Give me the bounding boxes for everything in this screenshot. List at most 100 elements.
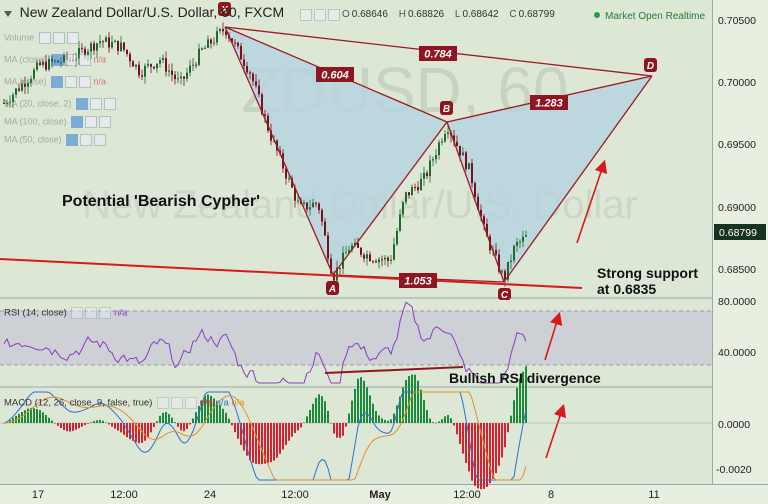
macd-histogram-bar bbox=[432, 422, 434, 423]
ohlc-readout: O 0.68646 H 0.68826 L 0.68642 C 0.68799 bbox=[342, 9, 555, 20]
indicator-ma-3[interactable]: MA (20, close, 2) bbox=[4, 98, 117, 110]
candle-body bbox=[15, 88, 17, 95]
candle-body bbox=[183, 76, 185, 79]
macd-histogram-bar bbox=[279, 423, 281, 454]
candle-body bbox=[153, 66, 155, 69]
indicator-ma-1[interactable]: MA (close) n/a bbox=[4, 54, 107, 66]
symbol-title[interactable]: New Zealand Dollar/U.S. Dollar, 60, FXCM bbox=[19, 4, 285, 20]
candle-body bbox=[204, 47, 206, 49]
candle-body bbox=[474, 183, 476, 197]
macd-histogram-bar bbox=[297, 423, 299, 431]
support-line[interactable] bbox=[0, 258, 583, 289]
macd-histogram-bar bbox=[231, 423, 233, 426]
macd-histogram-bar bbox=[201, 400, 203, 423]
macd-histogram-bar bbox=[195, 412, 197, 423]
close-icon bbox=[104, 98, 117, 110]
up-arrow-icon bbox=[545, 403, 567, 459]
eye-icon[interactable] bbox=[299, 8, 312, 21]
svg-text:May: May bbox=[369, 489, 391, 501]
indicator-ma-5[interactable]: MA (50, close) bbox=[4, 134, 107, 146]
macd-histogram-bar bbox=[105, 422, 107, 424]
collapse-arrow-icon[interactable] bbox=[4, 10, 12, 17]
candle-body bbox=[87, 51, 89, 56]
candle-body bbox=[63, 54, 65, 63]
candle-body bbox=[114, 40, 116, 43]
candle-body bbox=[312, 202, 314, 208]
candle-body bbox=[231, 38, 233, 43]
macd-histogram-bar bbox=[132, 423, 134, 441]
candle-body bbox=[24, 83, 26, 87]
close-icon bbox=[79, 54, 92, 66]
rsi-label[interactable]: RSI (14, close) n/a bbox=[4, 307, 128, 319]
candle-body bbox=[462, 152, 464, 156]
candle-body bbox=[225, 31, 227, 36]
candle-body bbox=[372, 261, 374, 263]
macd-histogram-bar bbox=[222, 408, 224, 423]
macd-histogram-bar bbox=[237, 423, 239, 439]
macd-histogram-bar bbox=[441, 419, 443, 423]
macd-histogram-bar bbox=[135, 423, 137, 443]
candle-body bbox=[84, 48, 86, 56]
macd-histogram-bar bbox=[15, 416, 17, 423]
eye-icon bbox=[51, 54, 64, 66]
macd-histogram-bar bbox=[159, 415, 161, 423]
candle-body bbox=[180, 76, 182, 79]
macd-label[interactable]: MACD (12, 26, close, 9, false, true) n/a… bbox=[4, 397, 245, 409]
macd-histogram-bar bbox=[483, 423, 485, 489]
time-axis-labels: 17 12:00 24 12:00 May 12:00 8 11 bbox=[32, 489, 660, 501]
macd-histogram-bar bbox=[375, 410, 377, 423]
settings-icon[interactable] bbox=[313, 8, 326, 21]
candle-body bbox=[315, 202, 317, 204]
candle-body bbox=[351, 245, 353, 251]
candle-body bbox=[495, 249, 497, 255]
close-icon[interactable] bbox=[327, 8, 340, 21]
candle-body bbox=[240, 45, 242, 60]
macd-histogram-bar bbox=[417, 380, 419, 423]
time-axis[interactable] bbox=[0, 485, 768, 504]
macd-series[interactable] bbox=[3, 366, 527, 490]
candle-body bbox=[513, 245, 515, 261]
candle-body bbox=[246, 65, 248, 73]
macd-histogram-bar bbox=[81, 423, 83, 427]
macd-histogram-bar bbox=[369, 395, 371, 423]
indicator-volume[interactable]: Volume bbox=[4, 32, 79, 44]
macd-histogram-bar bbox=[42, 412, 44, 423]
settings-icon bbox=[90, 98, 103, 110]
pattern-line-cd bbox=[503, 75, 653, 283]
macd-histogram-bar bbox=[228, 418, 230, 423]
macd-histogram-bar bbox=[165, 411, 167, 423]
current-price-tag: 0.68799 bbox=[714, 224, 766, 240]
point-label-d: D bbox=[644, 58, 657, 72]
macd-histogram-bar bbox=[519, 378, 521, 423]
macd-histogram-bar bbox=[354, 388, 356, 423]
candle-body bbox=[327, 235, 329, 259]
macd-histogram-bar bbox=[150, 423, 152, 433]
svg-text:0.69500: 0.69500 bbox=[718, 139, 756, 151]
candle-body bbox=[30, 78, 32, 83]
status-dot-icon bbox=[594, 12, 600, 18]
candle-body bbox=[306, 202, 308, 210]
macd-histogram-bar bbox=[63, 423, 65, 431]
candle-body bbox=[255, 81, 257, 86]
candle-body bbox=[207, 39, 209, 48]
rsi-line bbox=[3, 301, 527, 384]
indicator-ma-2[interactable]: MA (close) n/a bbox=[4, 76, 107, 88]
header-buttons[interactable] bbox=[298, 6, 340, 21]
candle-body bbox=[132, 61, 134, 67]
candle-body bbox=[429, 160, 431, 177]
macd-histogram-bar bbox=[33, 408, 35, 423]
macd-histogram-bar bbox=[9, 420, 11, 423]
indicator-ma-4[interactable]: MA (100, close) bbox=[4, 116, 112, 128]
candle-body bbox=[147, 64, 149, 66]
macd-histogram-bar bbox=[219, 405, 221, 423]
candle-body bbox=[426, 172, 428, 177]
rsi-series[interactable] bbox=[3, 301, 527, 384]
macd-histogram-bar bbox=[381, 418, 383, 423]
candle-body bbox=[105, 37, 107, 42]
macd-histogram-bar bbox=[225, 412, 227, 423]
candle-body bbox=[471, 163, 473, 184]
macd-histogram-bar bbox=[327, 410, 329, 423]
macd-histogram-bar bbox=[207, 394, 209, 423]
price-axis[interactable] bbox=[713, 0, 768, 484]
